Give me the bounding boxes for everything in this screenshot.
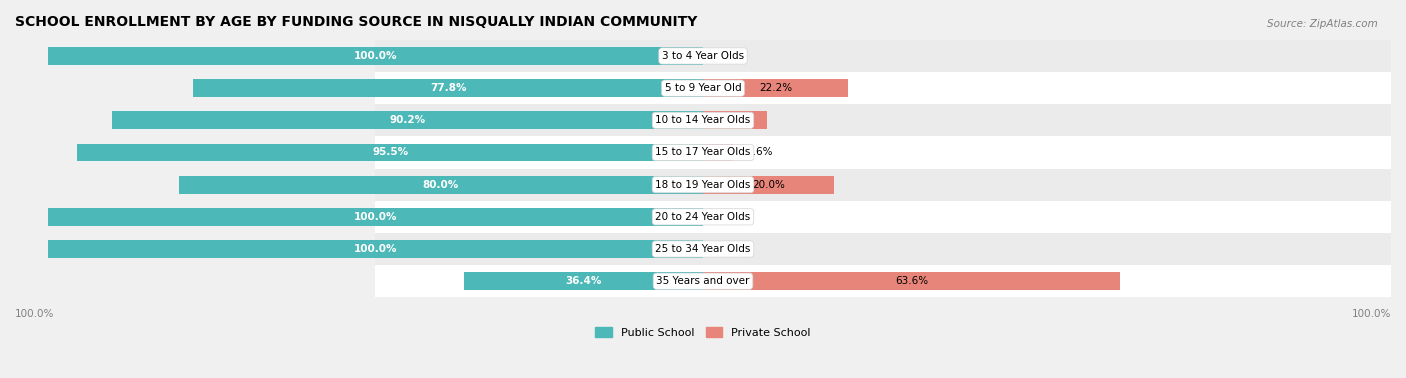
Bar (112, 112, 703, 129)
Bar (77, 144, 703, 161)
Bar (375, 265, 1406, 297)
Bar (375, 201, 1406, 233)
Text: 3 to 4 Year Olds: 3 to 4 Year Olds (662, 51, 744, 61)
Bar (703, 112, 768, 129)
Text: 25 to 34 Year Olds: 25 to 34 Year Olds (655, 244, 751, 254)
Text: 10 to 14 Year Olds: 10 to 14 Year Olds (655, 115, 751, 125)
Bar (703, 144, 733, 161)
Text: 18 to 19 Year Olds: 18 to 19 Year Olds (655, 180, 751, 190)
Text: 4.6%: 4.6% (747, 147, 773, 158)
Legend: Public School, Private School: Public School, Private School (595, 327, 811, 338)
Bar (48, 240, 703, 258)
Text: 100.0%: 100.0% (15, 308, 55, 319)
Text: 80.0%: 80.0% (423, 180, 458, 190)
Text: 20 to 24 Year Olds: 20 to 24 Year Olds (655, 212, 751, 222)
Bar (375, 72, 1406, 104)
Text: 20.0%: 20.0% (752, 180, 785, 190)
Text: 77.8%: 77.8% (430, 83, 467, 93)
Text: SCHOOL ENROLLMENT BY AGE BY FUNDING SOURCE IN NISQUALLY INDIAN COMMUNITY: SCHOOL ENROLLMENT BY AGE BY FUNDING SOUR… (15, 15, 697, 29)
Bar (48, 208, 703, 226)
Bar (48, 47, 703, 65)
Text: Source: ZipAtlas.com: Source: ZipAtlas.com (1267, 19, 1378, 29)
Text: 5 to 9 Year Old: 5 to 9 Year Old (665, 83, 741, 93)
Text: 100.0%: 100.0% (354, 212, 396, 222)
Text: 100.0%: 100.0% (354, 51, 396, 61)
Text: 22.2%: 22.2% (759, 83, 793, 93)
Bar (375, 40, 1406, 72)
Text: 0.0%: 0.0% (716, 244, 742, 254)
Bar (375, 136, 1406, 169)
Text: 95.5%: 95.5% (373, 147, 408, 158)
Text: 100.0%: 100.0% (1351, 308, 1391, 319)
Bar (703, 272, 1119, 290)
Text: 15 to 17 Year Olds: 15 to 17 Year Olds (655, 147, 751, 158)
Text: 0.0%: 0.0% (716, 51, 742, 61)
Bar (193, 79, 703, 97)
Text: 9.8%: 9.8% (721, 115, 748, 125)
Bar (703, 79, 848, 97)
Text: 63.6%: 63.6% (894, 276, 928, 286)
Bar (179, 176, 703, 194)
Bar (375, 104, 1406, 136)
Text: 90.2%: 90.2% (389, 115, 426, 125)
Text: 0.0%: 0.0% (716, 212, 742, 222)
Text: 100.0%: 100.0% (354, 244, 396, 254)
Text: 36.4%: 36.4% (565, 276, 602, 286)
Bar (464, 272, 703, 290)
Bar (375, 233, 1406, 265)
Text: 35 Years and over: 35 Years and over (657, 276, 749, 286)
Bar (375, 169, 1406, 201)
Bar (703, 176, 834, 194)
